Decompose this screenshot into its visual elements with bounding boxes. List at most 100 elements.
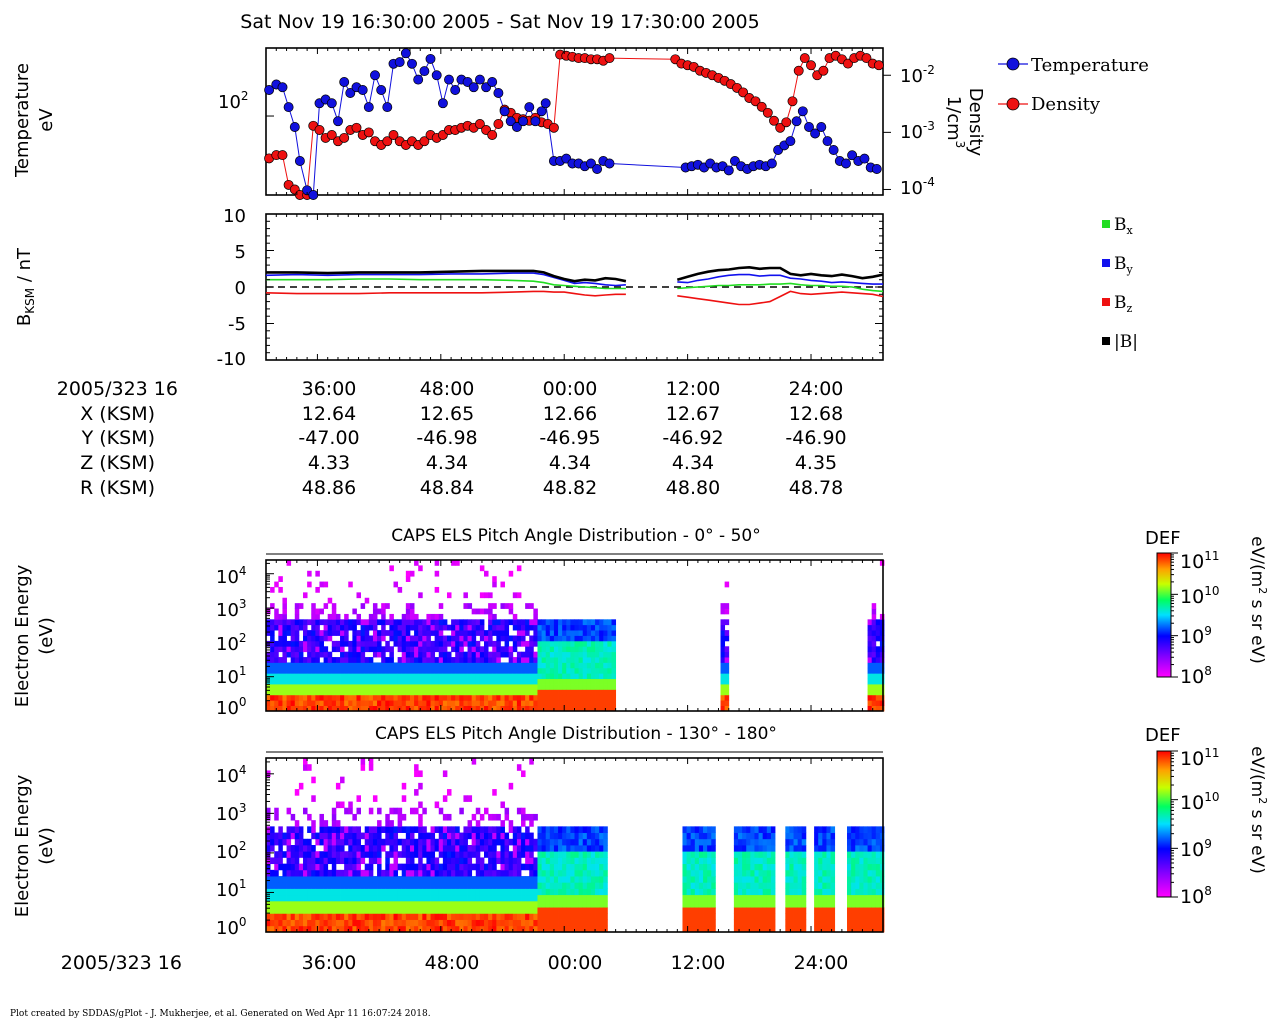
spectrogram-cell [455,919,460,927]
spectrogram-cell [319,882,324,889]
spectrogram-cell [463,673,468,680]
spectrogram-cell [401,640,407,647]
spectrogram-cell [830,845,836,852]
spectrogram-cell [438,919,444,927]
spectrogram-cell [434,919,440,927]
spectrogram-cell [327,613,333,620]
spectrogram-cell [545,907,551,914]
spectrogram-cell [331,657,337,663]
spectrogram-cell [529,894,534,902]
spectrogram-cell [397,919,403,927]
spectrogram-cell [847,869,852,877]
spectrogram-cell [859,838,864,846]
temperature-point [357,85,368,95]
spectrogram-cell [315,678,320,685]
spectrogram-cell [405,826,411,833]
spectrogram-cell [574,845,580,852]
spectrogram-cell [331,919,337,927]
spectrogram-cell [397,851,403,858]
spectrogram-cell [298,907,304,914]
spectrogram-cell [492,678,497,685]
spectrogram-cell [451,673,456,680]
spectrogram-cell [855,888,860,896]
spectrogram-cell [397,820,403,827]
spectrogram-cell [442,826,448,833]
spectrogram-cell [286,646,292,653]
spectrogram-cell [422,845,427,852]
spectrogram-cell [595,894,600,902]
spectrogram-cell [521,640,526,647]
spectrogram-cell [311,619,316,626]
spectrogram-cell [479,646,485,653]
spectrogram-cell [516,673,522,680]
spectrogram-cell [356,592,361,599]
spectrogram-cell [525,646,530,653]
spectrogram-cell [553,646,559,653]
spectrogram-cell [471,826,477,833]
spectrogram-cell [282,700,287,706]
spectrogram-cell [455,705,460,712]
spectrogram-cell [377,608,382,615]
spectrogram-cell [578,619,584,626]
spectrogram-cell [508,646,514,653]
spectrogram-cell [335,894,341,902]
spectrogram-cell [582,684,588,690]
spectrogram-cell [389,863,394,871]
spectrogram-cell [549,851,555,858]
spectrogram-cell [409,845,415,852]
spectrogram-cell [516,925,522,933]
spectrogram-cell [822,851,827,858]
spectrogram-cell [286,888,292,896]
density-point [314,125,325,135]
spectrogram-cell [785,863,790,871]
spectrogram-cell [553,630,559,636]
spectrogram-cell [282,673,287,680]
spectrogram-cell [401,913,407,920]
spectrogram-cell [879,662,885,669]
spectrogram-cell [434,613,440,620]
spectrogram-cell [562,619,567,626]
spectrogram-cell [533,919,538,927]
spectrogram-cell [434,705,440,712]
spectrogram-cell [360,913,366,920]
spectrogram-cell [278,857,283,865]
spectrogram-cell [393,662,399,669]
spectrogram-cell [516,657,522,663]
colorbar1-unit: eV/(m2 s sr eV) [1247,536,1269,664]
spectrogram-cell [851,851,856,858]
spectrogram-cell [327,907,333,914]
spectrogram-cell [545,826,551,833]
spectrogram-cell [377,888,382,896]
spectrogram-cell [814,876,819,883]
spectrogram-cell [266,919,271,927]
spectrogram-cell [475,651,481,658]
spectrogram-cell [566,888,571,896]
spectrogram-cell [311,832,316,840]
spectrogram-cell [307,838,312,846]
density-axis-label: Density [965,88,986,157]
spectrogram-cell [698,888,704,896]
spectrogram-cell [315,838,320,846]
spectrogram-cell [381,919,386,927]
spectrogram-cell [311,608,316,615]
spectrogram-cell [770,882,776,889]
spectrogram-cell [537,651,542,658]
spectrogram-cell [315,635,320,642]
spectrogram-cell [847,913,852,920]
spectrogram-cell [463,907,468,914]
spectrogram-cell [512,907,518,914]
spectrogram-cell [364,863,370,871]
spectrogram-cell [393,630,399,636]
spectrogram-cell [278,851,283,858]
spectrogram-cell [274,869,279,877]
temperature-point [431,70,442,81]
spectrogram-cell [479,888,485,896]
spectrogram-cell [733,838,739,846]
spectrogram-cell [270,603,275,609]
spectrogram-cell [529,758,534,765]
spectrogram-cell [533,869,538,877]
spectrogram-cell [484,640,489,647]
spectrogram-cell [434,570,440,577]
spectrogram-cell [549,888,555,896]
spectrogram-cell [278,838,283,846]
